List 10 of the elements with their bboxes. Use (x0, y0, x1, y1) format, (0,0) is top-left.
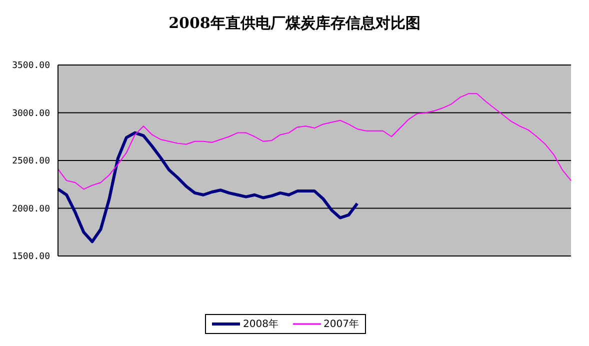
line-series (58, 93, 572, 190)
y-tick-label: 1500.00 (12, 252, 50, 262)
y-tick-label: 2500.00 (12, 156, 50, 167)
chart-title: 2008年直供电厂煤炭库存信息对比图 (168, 13, 422, 34)
y-tick-label: 3000.00 (12, 108, 50, 119)
y-tick-label: 3500.00 (12, 61, 50, 72)
legend-label: 2008年 (243, 318, 278, 331)
line-series (56, 131, 359, 244)
legend-label: 2007年 (324, 318, 359, 331)
y-tick-label: 2000.00 (12, 204, 50, 214)
